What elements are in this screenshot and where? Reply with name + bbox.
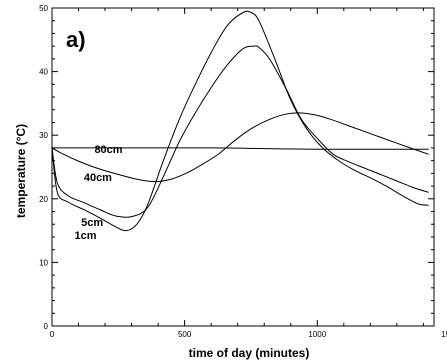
series-line-5cm — [51, 45, 429, 218]
series-lines — [51, 10, 429, 232]
axis-ticks: 0 500 1000 1500 0 10 20 30 40 50 — [39, 4, 447, 339]
series-label-80cm: 80cm — [94, 144, 122, 156]
panel-label: a) — [66, 27, 86, 52]
x-tick-label: 0 — [50, 330, 55, 339]
x-axis-title: time of day (minutes) — [189, 346, 310, 360]
y-tick-label: 10 — [39, 258, 48, 267]
series-line-80cm — [52, 147, 429, 150]
series-line-40cm — [51, 112, 429, 183]
x-tick-label: 1500 — [441, 330, 447, 339]
x-tick-label: 1000 — [308, 330, 326, 339]
series-label-40cm: 40cm — [84, 172, 112, 184]
plot-border — [51, 7, 435, 327]
series-label-5cm: 5cm — [81, 217, 103, 229]
series-label-1cm: 1cm — [75, 230, 97, 242]
y-tick-label: 20 — [39, 195, 48, 204]
series-line-1cm — [51, 10, 429, 232]
x-tick-label: 500 — [178, 330, 192, 339]
y-tick-label: 0 — [44, 322, 49, 331]
y-tick-label: 40 — [39, 68, 48, 77]
plot-frame — [51, 7, 435, 327]
y-axis-title: temperature (°C) — [14, 124, 28, 218]
y-tick-label: 50 — [39, 4, 48, 13]
y-tick-label: 30 — [39, 131, 48, 140]
